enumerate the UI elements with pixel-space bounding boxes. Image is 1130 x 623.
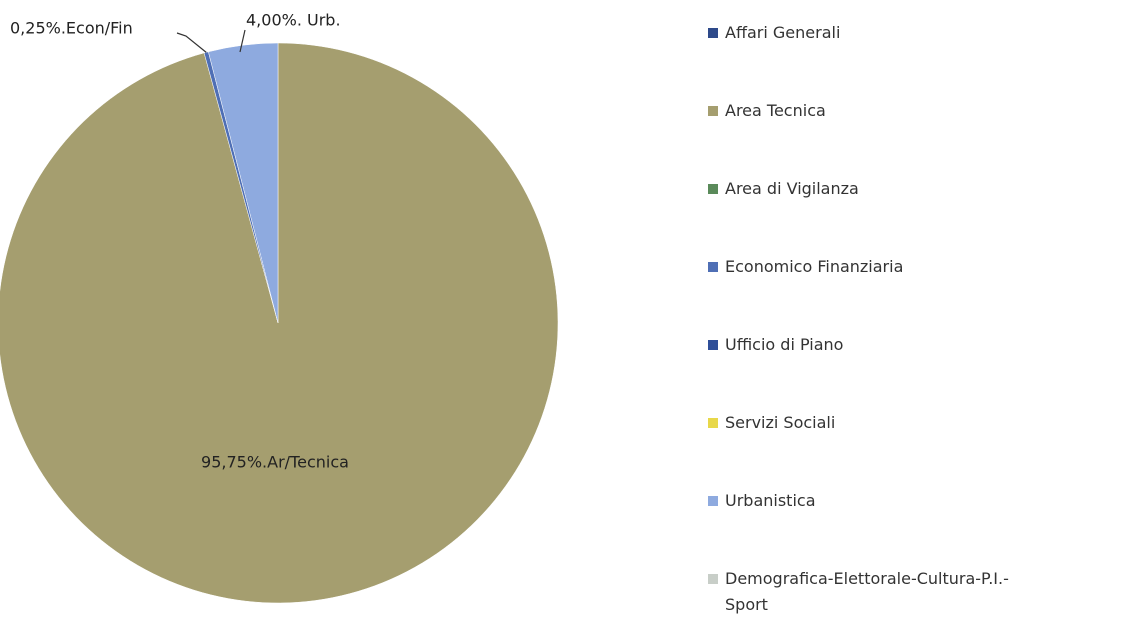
legend-swatch xyxy=(708,574,718,584)
legend-item: Urbanistica xyxy=(708,488,1038,514)
legend-label: Demografica-Elettorale-Cultura-P.I.-Spor… xyxy=(725,569,1009,614)
legend-label: Affari Generali xyxy=(725,23,841,42)
legend-swatch xyxy=(708,106,718,116)
legend-swatch xyxy=(708,496,718,506)
legend-item: Area di Vigilanza xyxy=(708,176,1038,202)
data-label: 95,75%.Ar/Tecnica xyxy=(201,453,349,472)
legend-label: Area Tecnica xyxy=(725,101,826,120)
legend-item: Demografica-Elettorale-Cultura-P.I.-Spor… xyxy=(708,566,1038,618)
data-label: 4,00%. Urb. xyxy=(246,11,341,30)
legend-swatch xyxy=(708,262,718,272)
legend-item: Ufficio di Piano xyxy=(708,332,1038,358)
legend-item: Servizi Sociali xyxy=(708,410,1038,436)
pie-slice xyxy=(208,42,279,324)
legend-label: Economico Finanziaria xyxy=(725,257,904,276)
legend-item: Area Tecnica xyxy=(708,98,1038,124)
legend-swatch xyxy=(708,340,718,350)
legend-label: Urbanistica xyxy=(725,491,816,510)
leader-line xyxy=(239,29,246,53)
legend-swatch xyxy=(708,184,718,194)
legend-label: Area di Vigilanza xyxy=(725,179,859,198)
pie-slice xyxy=(0,42,559,604)
legend-label: Servizi Sociali xyxy=(725,413,836,432)
legend-swatch xyxy=(708,418,718,428)
legend-item: Economico Finanziaria xyxy=(708,254,1038,280)
data-label: 0,25%.Econ/Fin xyxy=(10,19,133,38)
legend-swatch xyxy=(708,28,718,38)
pie-chart: 95,75%.Ar/Tecnica 0,25%.Econ/Fin 4,00%. Ur… xyxy=(0,11,559,604)
leader-line xyxy=(176,32,207,53)
legend-label: Ufficio di Piano xyxy=(725,335,844,354)
legend-item: Affari Generali xyxy=(708,20,1038,46)
